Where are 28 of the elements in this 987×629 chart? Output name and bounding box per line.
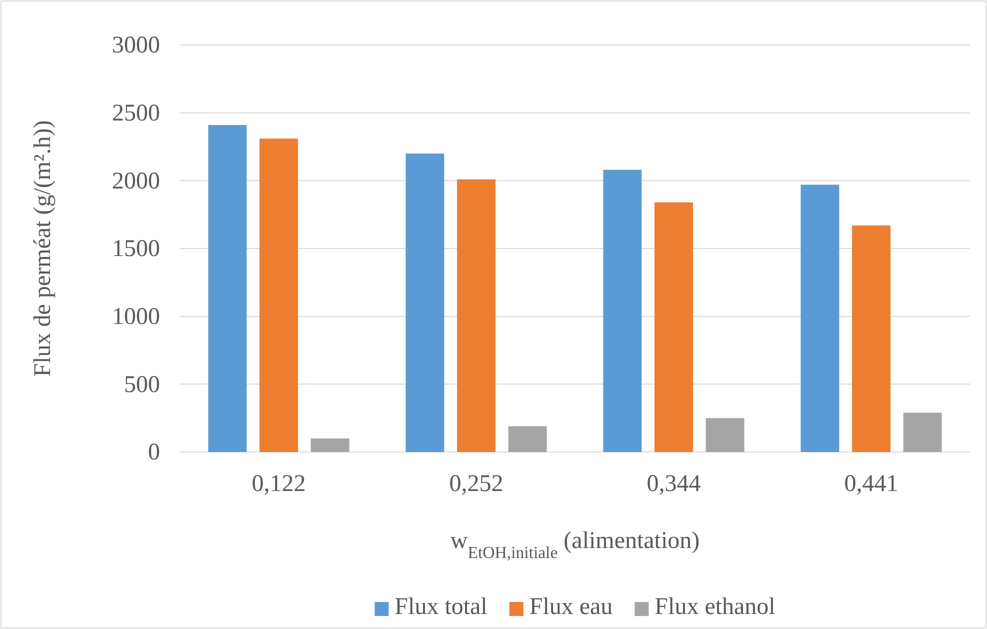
y-tick-label: 500 <box>124 372 160 398</box>
x-tick-label: 0,344 <box>646 471 701 498</box>
y-tick-label: 1500 <box>112 236 160 262</box>
legend-label: Flux ethanol <box>654 594 776 620</box>
legend-label: Flux eau <box>529 594 613 620</box>
y-tick-label: 2500 <box>112 100 160 127</box>
y-axis-title: Flux de perméat (g/(m².h)) <box>30 120 56 377</box>
bar <box>903 412 942 452</box>
x-tick-label: 0,122 <box>252 471 306 498</box>
y-tick-label: 0 <box>148 440 160 466</box>
bar <box>260 138 298 452</box>
bar <box>706 418 744 452</box>
bar <box>457 179 496 452</box>
bar <box>654 202 693 452</box>
y-tick-label: 2000 <box>112 168 160 194</box>
bar <box>508 426 547 452</box>
x-axis-title: w$_{EtOH,initiale}$ (alimentation) <box>450 528 700 562</box>
legend-label: Flux total <box>394 594 488 620</box>
bar <box>310 438 350 452</box>
x-tick-label: 0,252 <box>449 471 504 498</box>
bar <box>208 125 247 452</box>
x-tick-label: 0,441 <box>844 471 898 498</box>
bar <box>852 225 890 452</box>
bar <box>800 184 840 452</box>
y-tick-label: 1000 <box>112 304 160 330</box>
bar <box>603 170 642 452</box>
y-tick-label: 3000 <box>112 32 160 59</box>
bar <box>406 154 444 452</box>
